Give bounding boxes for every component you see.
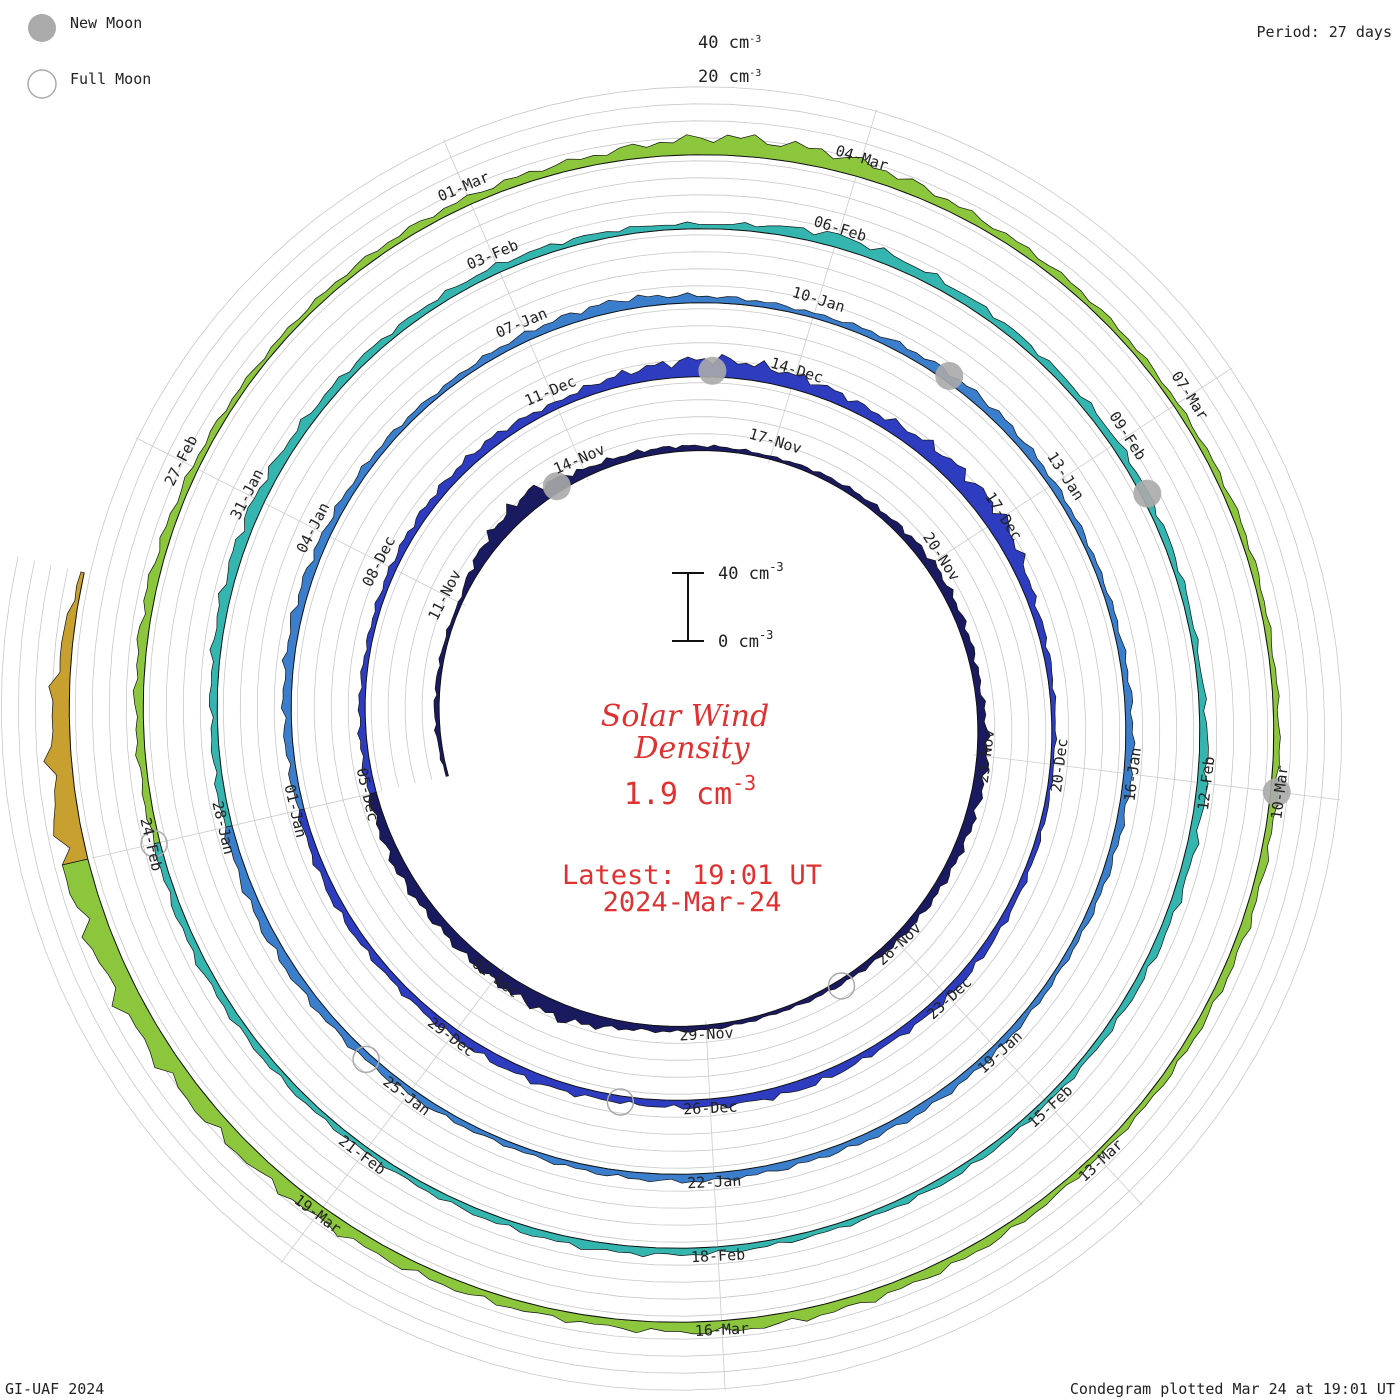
date-tick-26-Nov xyxy=(889,934,941,989)
date-label-25-Jan: 25-Jan xyxy=(380,1073,434,1120)
date-label-11-Nov: 11-Nov xyxy=(424,567,465,623)
period-label: Period: 27 days xyxy=(1257,23,1392,41)
date-label-27-Feb: 27-Feb xyxy=(161,432,202,488)
date-tick-09-Feb xyxy=(1108,407,1171,449)
full-moon-marker-2 xyxy=(606,1088,635,1116)
latest-date: 2024-Mar-24 xyxy=(603,887,782,918)
new-moon-marker-3 xyxy=(935,361,964,390)
date-tick-20-Dec xyxy=(1046,763,1120,774)
date-label-12-Feb: 12-Feb xyxy=(1194,755,1218,811)
new-moon-legend-icon xyxy=(28,14,56,42)
date-label-16-Mar: 16-Mar xyxy=(694,1319,749,1340)
date-tick-24-Feb xyxy=(91,841,164,859)
date-tick-13-Jan xyxy=(1046,447,1109,489)
new-moon-marker-1 xyxy=(542,472,571,501)
grid-spiral-40 xyxy=(0,86,1343,1391)
footer-plot-time: Condegram plotted Mar 24 at 19:01 UT xyxy=(1070,1380,1395,1398)
outer-scale-40-label: 40 cm-3 xyxy=(698,33,761,53)
date-tick-29-Nov xyxy=(705,1021,711,1096)
date-tick-25-Jan xyxy=(369,1085,415,1145)
full-moon-legend-label: Full Moon xyxy=(70,70,151,88)
date-label-26-Dec: 26-Dec xyxy=(683,1098,738,1119)
new-moon-marker-4 xyxy=(1133,479,1162,508)
date-label-01-Jan: 01-Jan xyxy=(281,783,311,840)
full-moon-marker-4 xyxy=(140,829,168,858)
date-tick-08-Dec xyxy=(333,537,400,573)
moon-markers xyxy=(140,356,1291,1116)
date-tick-07-Mar xyxy=(1170,367,1233,409)
scale-top-label: 40 cm-3 xyxy=(718,560,784,584)
scale-bar: 40 cm-3 0 cm-3 xyxy=(672,560,784,652)
date-label-18-Feb: 18-Feb xyxy=(691,1245,746,1266)
new-moon-marker-2 xyxy=(698,356,727,385)
date-tick-19-Jan xyxy=(990,1042,1042,1098)
date-tick-10-Jan xyxy=(811,250,834,322)
date-tick-23-Dec xyxy=(940,988,992,1044)
density-band-6 xyxy=(43,571,89,866)
date-label-22-Jan: 22-Jan xyxy=(687,1172,742,1193)
full-moon-legend-icon xyxy=(27,69,57,99)
grid-spiral-10 xyxy=(51,137,1292,1340)
date-label-16-Jan: 16-Jan xyxy=(1121,746,1145,802)
date-tick-13-Mar xyxy=(1091,1150,1143,1206)
base-spiral xyxy=(68,154,1275,1323)
date-tick-26-Dec xyxy=(709,1095,714,1169)
current-density-value: 1.9 cm-3 xyxy=(624,771,756,812)
date-tick-05-Dec xyxy=(307,791,381,809)
date-tick-27-Feb xyxy=(135,437,202,472)
scale-bottom-label: 0 cm-3 xyxy=(718,628,773,652)
date-tick-01-Jan xyxy=(235,807,309,826)
date-label-28-Jan: 28-Jan xyxy=(208,799,238,856)
latest-time: Latest: 19:01 UT xyxy=(562,860,822,891)
date-tick-28-Jan xyxy=(163,824,237,842)
chart-title-line2: Density xyxy=(633,731,750,766)
date-tick-11-Dec xyxy=(530,343,560,413)
date-tick-16-Mar xyxy=(720,1316,726,1391)
date-tick-11-Nov xyxy=(399,571,466,606)
date-label-29-Nov: 29-Nov xyxy=(679,1024,734,1045)
grid-spiral-30 xyxy=(17,103,1326,1374)
date-label-07-Mar: 07-Mar xyxy=(1167,368,1212,423)
date-label-10-Mar: 10-Mar xyxy=(1267,764,1291,820)
footer-credit: GI-UAF 2024 xyxy=(5,1380,104,1398)
date-label-13-Jan: 13-Jan xyxy=(1043,448,1088,503)
outer-scale-20-label: 20 cm-3 xyxy=(698,67,761,87)
date-tick-18-Feb xyxy=(717,1242,722,1317)
new-moon-legend-label: New Moon xyxy=(70,14,142,32)
date-tick-29-Dec xyxy=(414,1026,460,1086)
date-label-02-Dec: 02-Dec xyxy=(469,954,523,1001)
date-tick-21-Feb xyxy=(325,1144,371,1205)
date-tick-22-Jan xyxy=(713,1168,718,1243)
density-series xyxy=(43,134,1281,1335)
new-moon-marker-5 xyxy=(1262,778,1291,807)
chart-title-line1: Solar Wind xyxy=(601,699,769,734)
date-label-20-Dec: 20-Dec xyxy=(1047,737,1071,793)
date-tick-15-Feb xyxy=(1041,1096,1093,1152)
date-tick-17-Nov xyxy=(768,392,791,464)
date-label-08-Dec: 08-Dec xyxy=(359,533,400,589)
full-moon-marker-3 xyxy=(352,1045,380,1074)
grid-spiral-20 xyxy=(34,120,1309,1357)
full-moon-marker-1 xyxy=(827,972,856,1000)
